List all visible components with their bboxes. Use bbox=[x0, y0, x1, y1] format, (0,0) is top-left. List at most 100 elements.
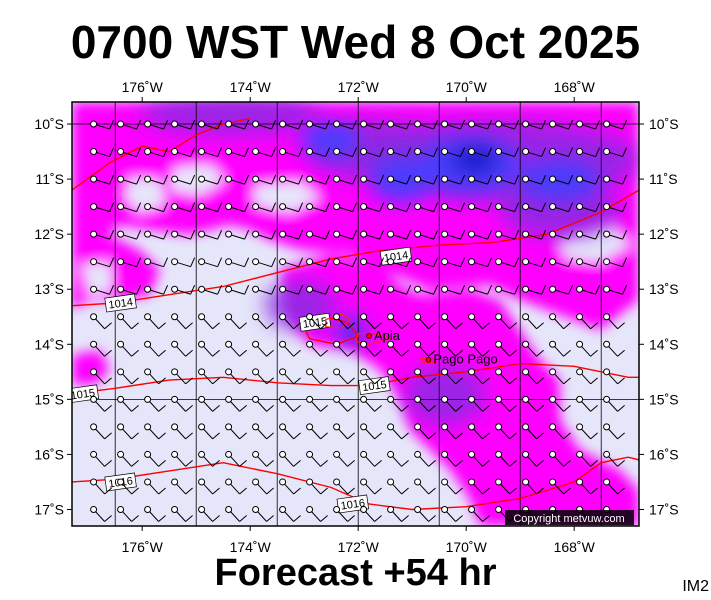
wind-barb bbox=[279, 229, 304, 240]
wind-barb bbox=[171, 147, 196, 158]
wind-barb bbox=[144, 202, 169, 213]
wind-barb bbox=[333, 395, 355, 412]
wind-barb bbox=[279, 119, 304, 130]
wind-barb bbox=[387, 202, 412, 213]
wind-barb bbox=[522, 450, 544, 467]
wind-barb bbox=[225, 229, 250, 240]
wind-barb bbox=[198, 229, 223, 240]
wind-barb bbox=[603, 257, 628, 268]
wind-barb bbox=[333, 505, 355, 522]
wind-barb bbox=[495, 174, 520, 185]
wind-barb bbox=[117, 340, 139, 357]
lat-tick-label-left: 14˚S bbox=[34, 336, 64, 352]
wind-barb bbox=[144, 450, 166, 467]
wind-barb bbox=[387, 229, 412, 240]
wind-barb bbox=[117, 368, 139, 385]
wind-barb bbox=[549, 257, 574, 268]
svg-text:1015: 1015 bbox=[362, 379, 388, 394]
wind-barb bbox=[90, 147, 115, 158]
wind-barb bbox=[117, 119, 142, 130]
graticule bbox=[72, 102, 639, 526]
wind-barb bbox=[549, 313, 571, 330]
wind-barb bbox=[198, 368, 220, 385]
wind-barb bbox=[468, 229, 493, 240]
wind-barb bbox=[468, 202, 493, 213]
wind-barb bbox=[171, 119, 196, 130]
wind-barb bbox=[387, 478, 409, 495]
wind-barb bbox=[252, 257, 277, 268]
wind-barb bbox=[144, 423, 166, 440]
wind-barb bbox=[414, 119, 439, 130]
wind-barb bbox=[522, 395, 544, 412]
wind-barb bbox=[549, 368, 571, 385]
wind-barb bbox=[90, 257, 115, 268]
wind-barb bbox=[198, 505, 220, 522]
wind-barb bbox=[441, 423, 463, 440]
wind-barb bbox=[549, 423, 571, 440]
wind-barb bbox=[468, 505, 490, 522]
wind-barb bbox=[144, 395, 166, 412]
wind-barb bbox=[171, 478, 193, 495]
lat-tick-label-right: 13˚S bbox=[649, 281, 679, 297]
wind-barb bbox=[387, 423, 409, 440]
wind-barb bbox=[522, 119, 547, 130]
wind-barb bbox=[360, 395, 382, 412]
wind-barb bbox=[603, 368, 625, 385]
wind-barb bbox=[117, 395, 139, 412]
wind-barb bbox=[279, 174, 304, 185]
wind-barb bbox=[603, 147, 628, 158]
wind-barb bbox=[522, 423, 544, 440]
wind-barb bbox=[360, 340, 382, 357]
wind-barb bbox=[306, 119, 331, 130]
wind-barb bbox=[576, 313, 598, 330]
wind-barb bbox=[360, 505, 382, 522]
wind-barb bbox=[225, 478, 247, 495]
wind-barb bbox=[306, 505, 328, 522]
wind-barb bbox=[225, 340, 247, 357]
wind-barb bbox=[90, 119, 115, 130]
wind-barb bbox=[441, 257, 466, 268]
wind-barb bbox=[279, 368, 301, 385]
wind-barb bbox=[414, 423, 436, 440]
wind-barb bbox=[495, 285, 520, 295]
wind-barb bbox=[225, 202, 250, 213]
wind-barb bbox=[306, 478, 328, 495]
wind-barb bbox=[603, 395, 625, 412]
wind-barb bbox=[198, 119, 223, 130]
wind-barb bbox=[414, 450, 436, 467]
wind-barb bbox=[279, 147, 304, 158]
wind-barb bbox=[333, 285, 358, 295]
wind-barb bbox=[603, 285, 628, 295]
wind-barb bbox=[441, 229, 466, 240]
wind-barb bbox=[90, 174, 115, 185]
wind-barb bbox=[333, 478, 355, 495]
wind-barb bbox=[360, 174, 385, 185]
wind-barb bbox=[468, 313, 490, 330]
wind-barb bbox=[495, 229, 520, 240]
wind-barb bbox=[171, 174, 196, 185]
wind-barb bbox=[117, 423, 139, 440]
wind-barb bbox=[198, 423, 220, 440]
wind-barb bbox=[576, 174, 601, 185]
wind-barb bbox=[441, 478, 463, 495]
isobar-label: 1015 bbox=[358, 376, 391, 395]
wind-barb bbox=[90, 229, 115, 240]
wind-barb bbox=[549, 285, 574, 295]
wind-barb bbox=[522, 368, 544, 385]
wind-barb bbox=[495, 147, 520, 158]
wind-barb bbox=[306, 147, 331, 158]
wind-barb bbox=[522, 478, 544, 495]
wind-barb bbox=[549, 202, 574, 213]
wind-barb bbox=[441, 450, 463, 467]
map-frame bbox=[71, 101, 640, 527]
wind-barb bbox=[252, 313, 274, 330]
wind-barb bbox=[279, 505, 301, 522]
wind-barb bbox=[144, 368, 166, 385]
wind-barb bbox=[549, 340, 571, 357]
wind-barb bbox=[252, 505, 274, 522]
wind-barb bbox=[441, 368, 463, 385]
wind-barb bbox=[603, 450, 625, 467]
wind-barb bbox=[414, 174, 439, 185]
wind-barb bbox=[171, 229, 196, 240]
wind-barb bbox=[414, 340, 436, 357]
